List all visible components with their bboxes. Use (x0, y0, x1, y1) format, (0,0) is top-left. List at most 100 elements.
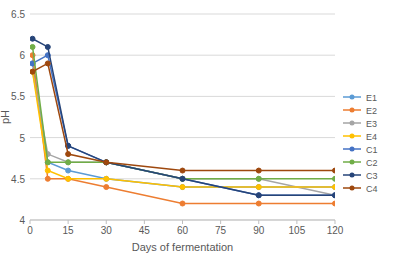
legend-label: E4 (366, 132, 377, 142)
point (30, 69, 35, 74)
x-tick-label: 15 (63, 225, 75, 236)
series-line (33, 72, 335, 187)
point (256, 176, 261, 181)
point (104, 160, 109, 165)
legend-marker (350, 95, 355, 100)
series-line (33, 47, 335, 179)
point (66, 168, 71, 173)
x-tick (220, 220, 221, 224)
y-tick-label: 6 (19, 50, 25, 61)
point (180, 176, 185, 181)
x-tick-label: 75 (215, 225, 227, 236)
point (180, 176, 185, 181)
point (66, 152, 71, 157)
grid-line (30, 96, 335, 97)
y-tick-label: 4 (19, 215, 25, 226)
x-axis-title: Days of fermentation (132, 241, 234, 253)
point (333, 168, 336, 173)
legend-label: E2 (366, 106, 377, 116)
point (333, 193, 336, 198)
x-tick (258, 220, 259, 224)
point (180, 176, 185, 181)
x-tick (335, 220, 336, 224)
series-line (33, 55, 335, 203)
x-tick (182, 220, 183, 224)
y-axis-title: pH (0, 110, 11, 124)
x-tick (68, 220, 69, 224)
point (180, 176, 185, 181)
x-tick-label: 30 (101, 225, 113, 236)
x-tick-label: 45 (139, 225, 151, 236)
point (66, 176, 71, 181)
series-line (33, 72, 335, 196)
point (104, 185, 109, 190)
legend-label: E3 (366, 119, 377, 129)
chart: 44.555.566.50153045607590105120Days of f… (0, 0, 400, 258)
point (30, 36, 35, 41)
point (256, 185, 261, 190)
x-tick-label: 60 (177, 225, 189, 236)
point (104, 160, 109, 165)
point (333, 193, 336, 198)
point (66, 176, 71, 181)
plot-area (30, 36, 335, 206)
legend-label: C3 (366, 171, 378, 181)
point (180, 168, 185, 173)
legend-label: E1 (366, 93, 377, 103)
y-tick-label: 4.5 (11, 174, 25, 185)
point (180, 185, 185, 190)
point (333, 185, 336, 190)
y-tick-label: 5 (19, 133, 25, 144)
legend-label: C2 (366, 158, 378, 168)
point (104, 176, 109, 181)
point (333, 185, 336, 190)
grid-line (30, 137, 335, 138)
x-tick-label: 0 (27, 225, 33, 236)
legend-label: C1 (366, 145, 378, 155)
point (256, 176, 261, 181)
point (30, 44, 35, 49)
point (30, 69, 35, 74)
point (333, 176, 336, 181)
legend-marker (350, 121, 355, 126)
point (256, 193, 261, 198)
point (104, 160, 109, 165)
legend-marker (350, 147, 355, 152)
point (45, 168, 50, 173)
x-tick-label: 90 (253, 225, 265, 236)
point (104, 160, 109, 165)
point (256, 168, 261, 173)
legend-marker (350, 186, 355, 191)
legend-marker (350, 173, 355, 178)
legend-marker (350, 160, 355, 165)
series-line (33, 63, 335, 187)
point (45, 160, 50, 165)
point (256, 201, 261, 206)
point (66, 160, 71, 165)
point (180, 201, 185, 206)
point (45, 44, 50, 49)
point (180, 185, 185, 190)
series-line (33, 55, 335, 195)
point (333, 193, 336, 198)
point (333, 201, 336, 206)
point (30, 69, 35, 74)
grid-line (30, 14, 335, 15)
x-tick (296, 220, 297, 224)
legend-label: C4 (366, 184, 378, 194)
point (66, 160, 71, 165)
series-line (33, 63, 335, 170)
grid-line (30, 55, 335, 56)
point (45, 61, 50, 66)
x-tick (30, 220, 31, 224)
point (104, 176, 109, 181)
point (256, 193, 261, 198)
x-tick (144, 220, 145, 224)
point (45, 176, 50, 181)
point (104, 160, 109, 165)
x-tick-label: 105 (289, 225, 306, 236)
y-tick-label: 6.5 (11, 9, 25, 20)
x-tick-label: 120 (327, 225, 344, 236)
series-line (33, 39, 335, 196)
x-tick (106, 220, 107, 224)
